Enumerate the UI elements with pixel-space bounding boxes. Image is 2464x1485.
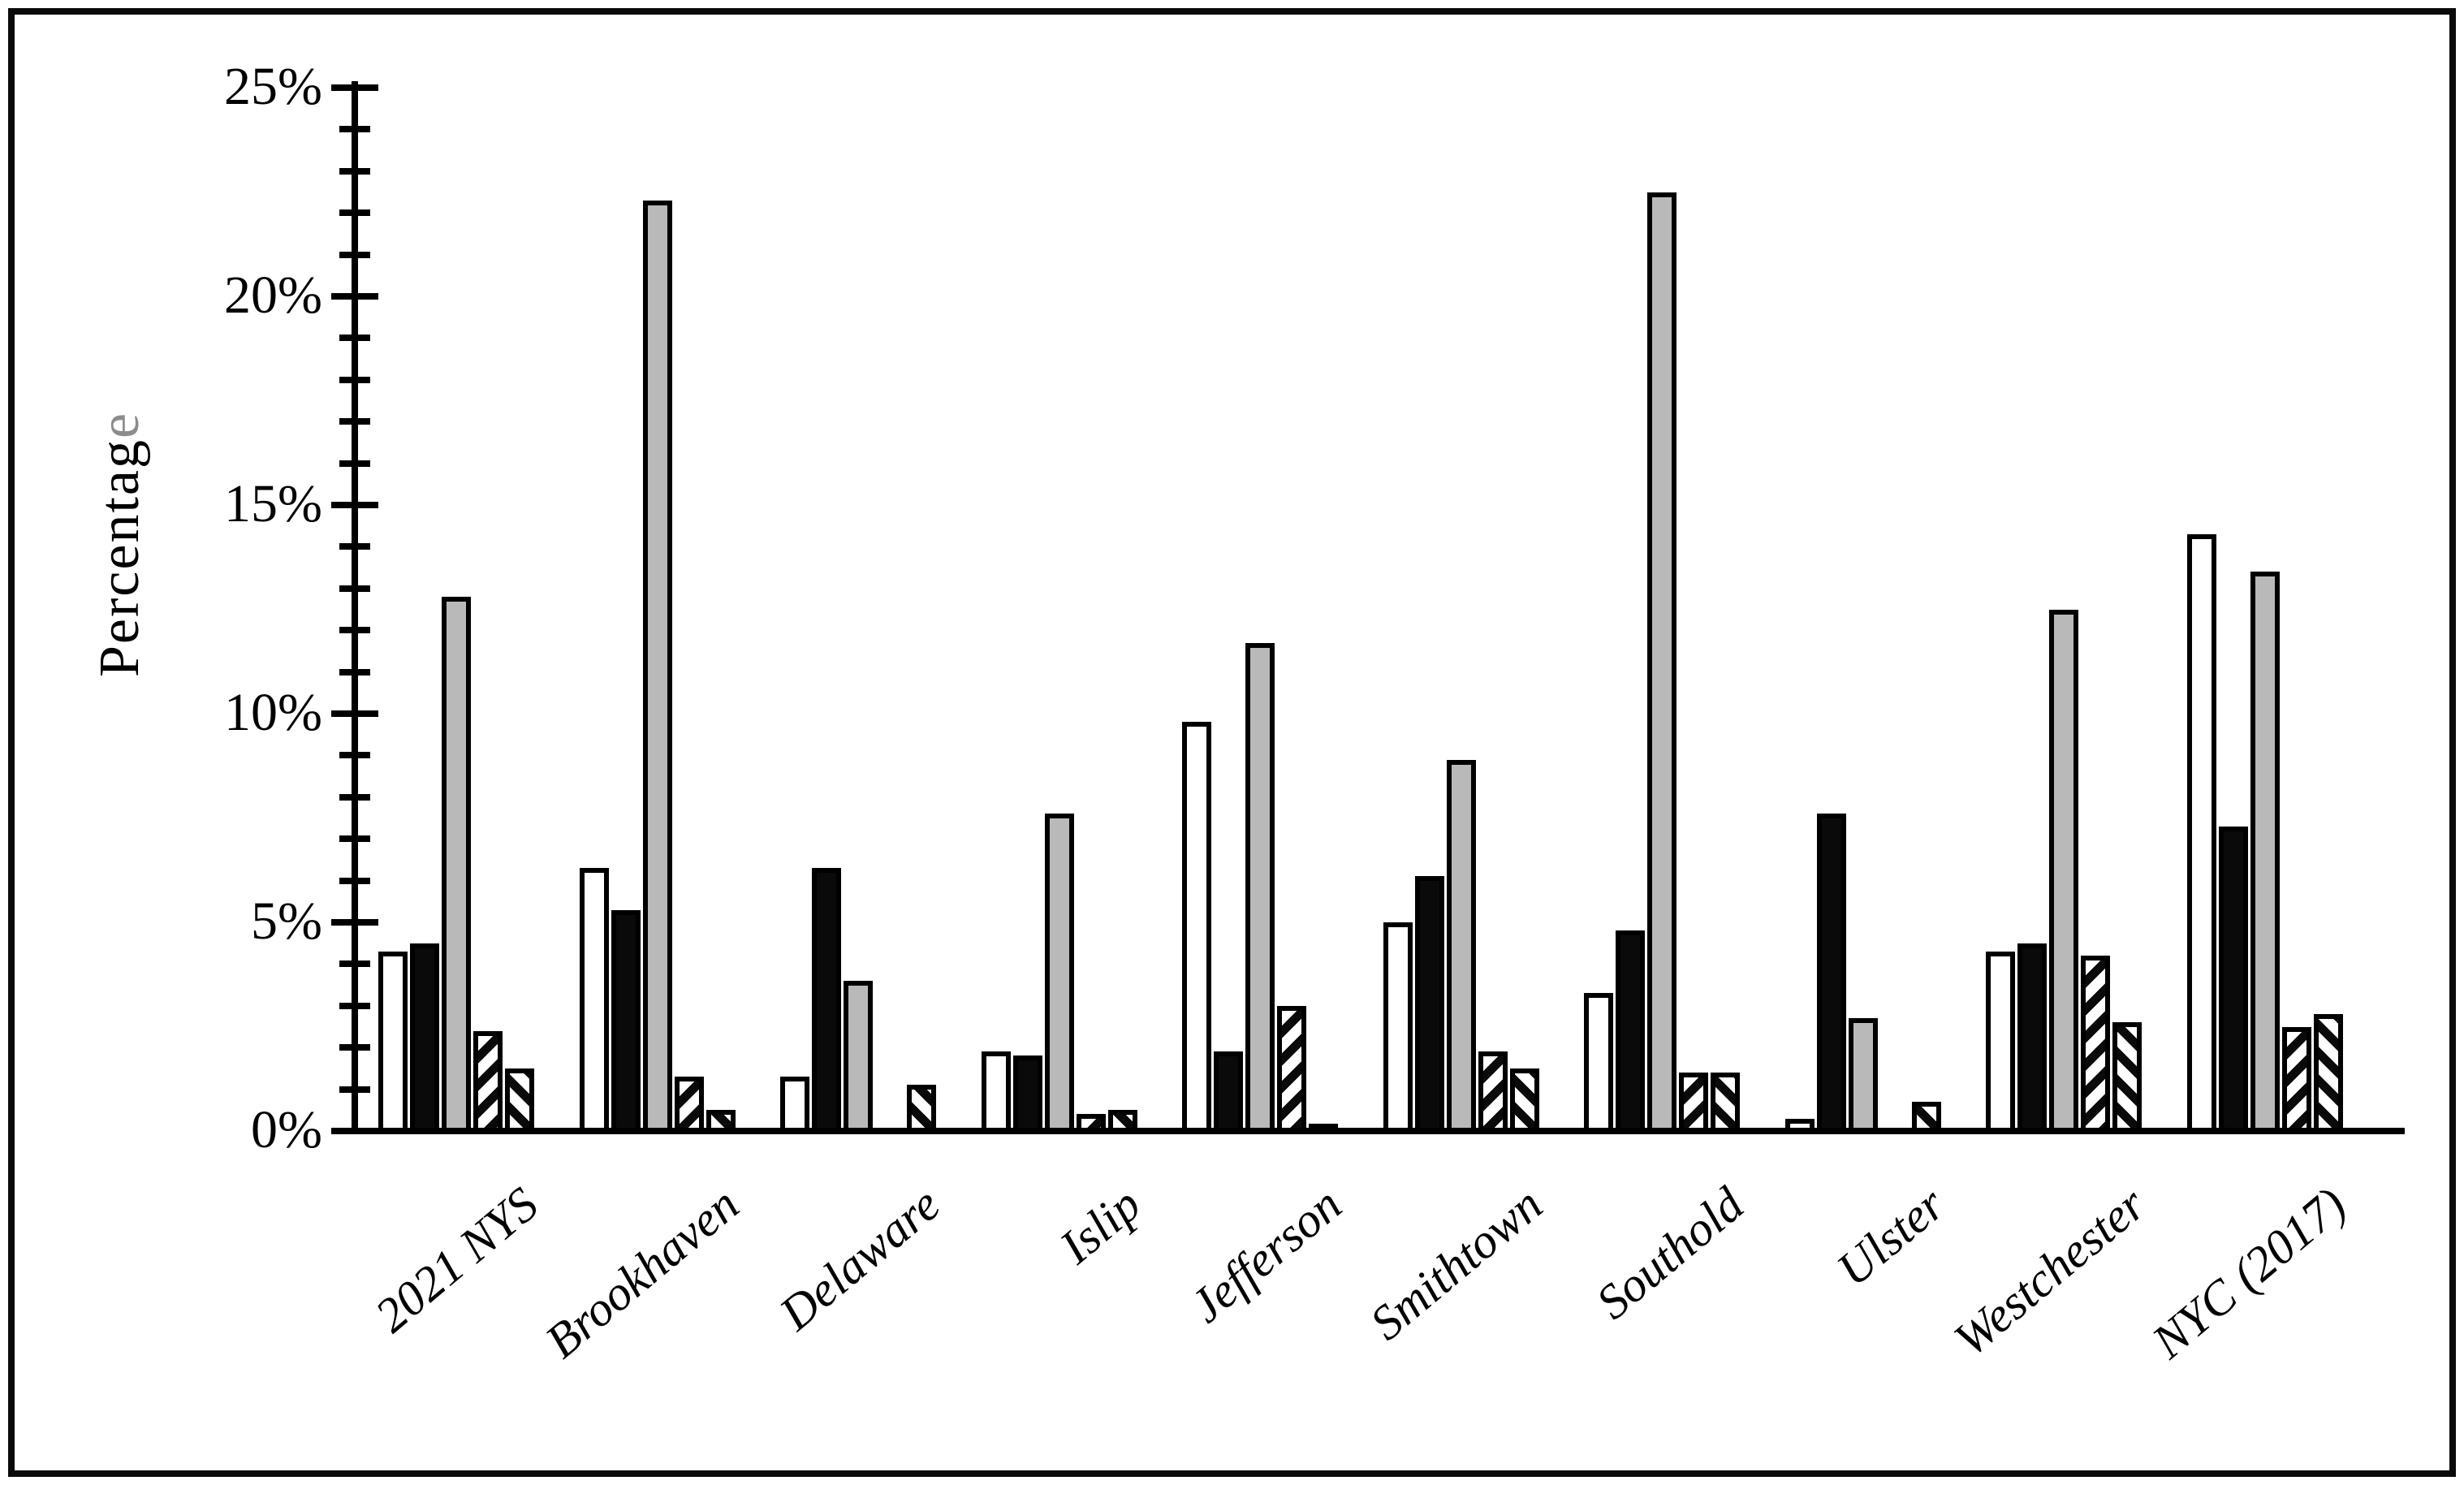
bar-series-2-black-islip — [1012, 1055, 1042, 1134]
bar-series-3-gray-westchester — [2049, 609, 2078, 1134]
x-category-label-smithtown: Smithtown — [1360, 1176, 1552, 1351]
bar-series-3-gray-brookhaven — [642, 200, 672, 1134]
bar-series-5-hatch-down-nyc-2017 — [2313, 1014, 2343, 1134]
bar-series-2-black-smithtown — [1414, 876, 1444, 1134]
y-tick-label: 5% — [251, 891, 322, 951]
bar-series-3-gray-jefferson — [1245, 642, 1275, 1134]
bar-series-2-black-2021-nys — [410, 943, 439, 1134]
x-category-label-delaware: Delaware — [769, 1176, 950, 1340]
bar-series-3-gray-nyc-2017 — [2250, 572, 2280, 1134]
figure-border — [8, 8, 2456, 1477]
bar-series-4-hatch-up-2021-nys — [473, 1030, 503, 1134]
x-category-label-westchester: Westchester — [1944, 1176, 2155, 1367]
bar-series-3-gray-smithtown — [1446, 759, 1476, 1134]
bar-series-2-black-southold — [1616, 930, 1645, 1134]
bar-series-4-hatch-up-brookhaven — [674, 1077, 704, 1134]
bar-series-3-gray-islip — [1044, 814, 1074, 1134]
y-axis-line — [352, 81, 358, 1134]
bar-series-1-open-nyc-2017 — [2186, 533, 2216, 1134]
y-tick-label: 15% — [224, 474, 322, 533]
bar-series-1-open-2021-nys — [378, 951, 408, 1134]
bar-series-1-open-southold — [1584, 993, 1613, 1134]
x-category-label-2021-nys: 2021 NYS — [365, 1176, 548, 1343]
bar-series-3-gray-2021-nys — [442, 597, 471, 1134]
x-category-label-nyc-2017: NYC (2017) — [2142, 1176, 2356, 1369]
bar-series-2-black-nyc-2017 — [2218, 826, 2248, 1134]
bar-series-1-open-islip — [981, 1051, 1011, 1134]
bar-series-5-hatch-down-delaware — [907, 1085, 936, 1134]
bar-series-4-hatch-up-westchester — [2081, 956, 2110, 1134]
bar-series-2-black-jefferson — [1214, 1051, 1243, 1134]
bar-series-3-gray-southold — [1647, 192, 1676, 1134]
bar-series-4-hatch-up-southold — [1679, 1073, 1708, 1134]
bar-series-2-black-ulster — [1816, 814, 1846, 1134]
bar-series-1-open-delaware — [780, 1077, 809, 1134]
bar-series-1-open-westchester — [1986, 951, 2015, 1134]
y-axis-title-last-letter: e — [88, 411, 151, 438]
bar-series-1-open-smithtown — [1383, 922, 1413, 1134]
y-axis-title-text: Percentag — [88, 438, 151, 677]
x-category-label-southold: Southold — [1586, 1176, 1754, 1330]
bar-series-4-hatch-up-nyc-2017 — [2281, 1026, 2311, 1134]
y-tick-label: 10% — [224, 683, 322, 742]
x-category-label-islip: Islip — [1049, 1176, 1150, 1274]
x-axis-line — [331, 1128, 2405, 1134]
bar-series-2-black-westchester — [2017, 943, 2047, 1134]
x-category-label-brookhaven: Brookhaven — [535, 1176, 749, 1369]
bar-series-5-hatch-down-southold — [1711, 1073, 1740, 1134]
bar-series-5-hatch-down-westchester — [2112, 1022, 2142, 1134]
bar-series-5-hatch-down-smithtown — [1509, 1068, 1539, 1134]
x-category-label-ulster: Ulster — [1826, 1176, 1954, 1297]
bar-series-4-hatch-up-smithtown — [1478, 1051, 1508, 1134]
bar-series-4-hatch-up-jefferson — [1277, 1005, 1306, 1134]
bar-series-3-gray-delaware — [844, 980, 873, 1134]
x-category-label-jefferson: Jefferson — [1180, 1176, 1352, 1333]
bar-series-3-gray-ulster — [1848, 1018, 1878, 1134]
y-tick-label: 20% — [224, 265, 322, 325]
y-tick-label: 25% — [224, 57, 322, 116]
y-tick-label: 0% — [251, 1100, 322, 1159]
bar-series-1-open-jefferson — [1182, 722, 1211, 1134]
bar-series-2-black-delaware — [812, 868, 841, 1134]
bar-series-2-black-brookhaven — [611, 909, 641, 1134]
bar-series-5-hatch-down-2021-nys — [505, 1068, 534, 1134]
bar-series-1-open-brookhaven — [579, 868, 609, 1134]
